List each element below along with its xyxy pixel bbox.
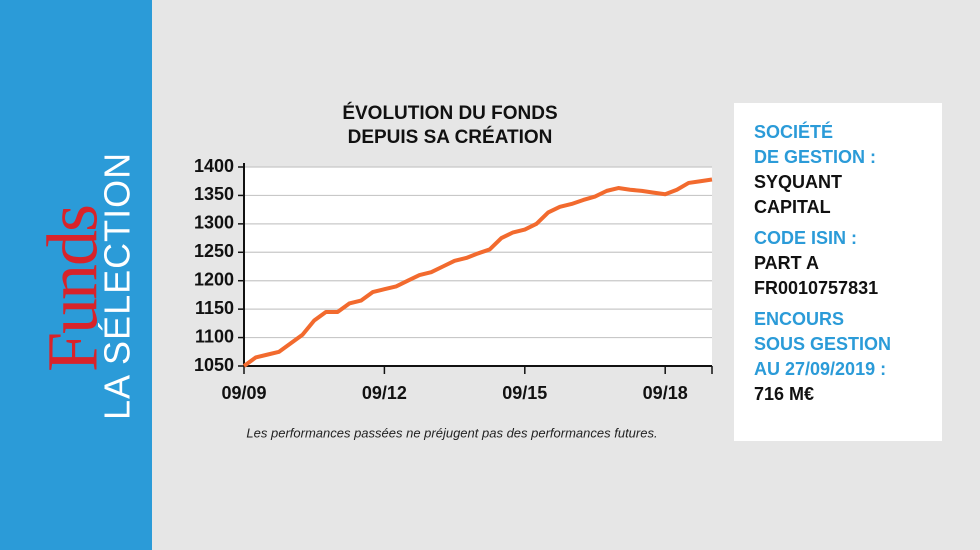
- x-tick-label: 09/12: [362, 383, 407, 403]
- info-label: ENCOURS: [754, 309, 844, 329]
- y-tick-label: 1300: [194, 213, 234, 233]
- plot-area: [244, 167, 712, 366]
- y-tick-label: 1350: [194, 184, 234, 204]
- side-band: [0, 0, 152, 550]
- brand-subtitle: LA SÉLECTION: [97, 152, 138, 420]
- info-label: AU 27/09/2019 :: [754, 359, 886, 379]
- info-value: 716 M€: [754, 384, 814, 404]
- info-value: CAPITAL: [754, 197, 831, 217]
- info-panel: [734, 103, 942, 441]
- y-tick-label: 1050: [194, 355, 234, 375]
- y-tick-label: 1400: [194, 156, 234, 176]
- brand-title: Funds: [33, 206, 113, 372]
- x-tick-label: 09/15: [502, 383, 547, 403]
- y-tick-label: 1150: [195, 298, 234, 318]
- x-tick-label: 09/09: [221, 383, 266, 403]
- y-tick-label: 1250: [194, 241, 234, 261]
- info-value: PART A: [754, 253, 819, 273]
- info-label: CODE ISIN :: [754, 228, 857, 248]
- info-label: DE GESTION :: [754, 147, 876, 167]
- footnote: Les performances passées ne préjugent pa…: [246, 425, 657, 440]
- x-tick-label: 09/18: [643, 383, 688, 403]
- line: [242, 177, 713, 368]
- chart-title: DEPUIS SA CRÉATION: [348, 126, 553, 148]
- info-label: SOCIÉTÉ: [754, 121, 833, 142]
- y-tick-label: 1200: [194, 269, 234, 289]
- y-tick-label: 1100: [195, 326, 234, 346]
- info-value: FR0010757831: [754, 278, 878, 298]
- chart-title: ÉVOLUTION DU FONDS: [342, 102, 557, 124]
- info-label: SOUS GESTION: [754, 334, 891, 354]
- info-value: SYQUANT: [754, 172, 842, 192]
